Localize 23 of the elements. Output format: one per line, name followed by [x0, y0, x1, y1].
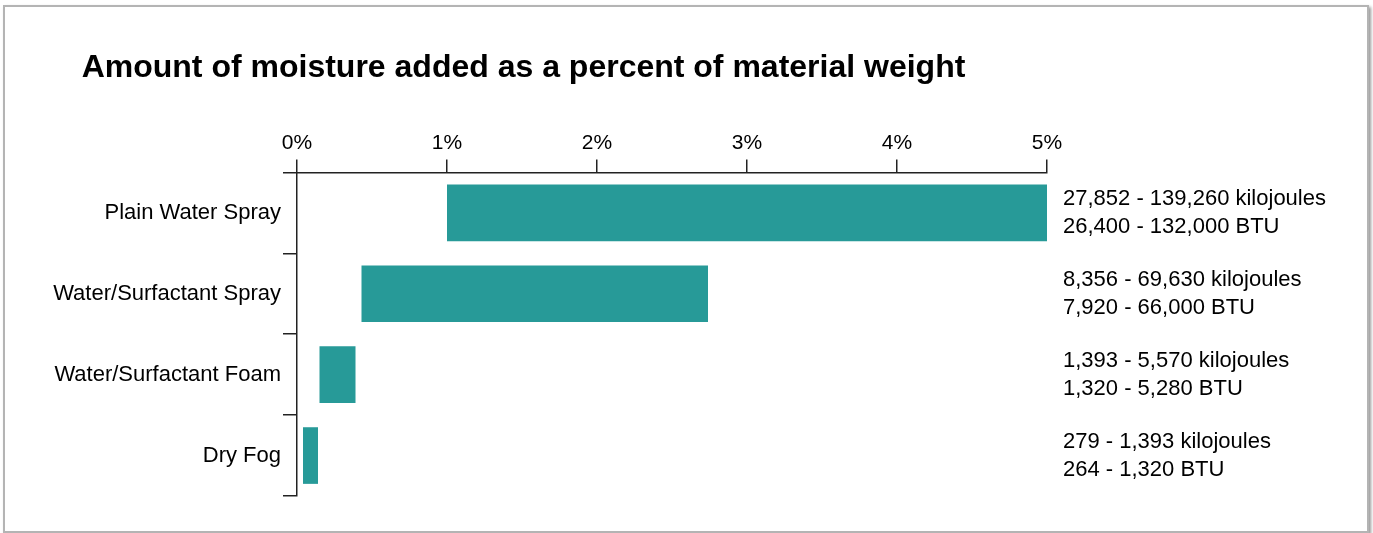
y-tick-label: Dry Fog [202, 441, 281, 467]
bar [303, 427, 318, 484]
y-tick-label: Plain Water Spray [104, 198, 281, 224]
text: 7,920 - 66,000 BTU [1063, 293, 1256, 319]
y-tick-label: Water/Surfactant Foam [54, 360, 281, 386]
text: 1,320 - 5,280 BTU [1063, 374, 1243, 400]
y-tick-label: Water/Surfactant Spray [53, 279, 281, 305]
x-tick-label: 5% [1031, 129, 1063, 153]
chart-title: Amount of moisture added as a percent of material weight [81, 48, 966, 85]
x-tick-label: 4% [881, 129, 913, 153]
bar [319, 346, 356, 403]
text: 26,400 - 132,000 BTU [1063, 212, 1280, 238]
x-tick-label: 1% [431, 129, 463, 153]
x-tick-label: 2% [581, 129, 613, 153]
text: 1,393 - 5,570 kilojoules [1063, 346, 1290, 372]
text: 264 - 1,320 BTU [1063, 455, 1225, 481]
text: 279 - 1,393 kilojoules [1063, 427, 1271, 453]
bar [361, 265, 708, 323]
x-tick-label: 3% [731, 129, 763, 153]
text: 27,852 - 139,260 kilojoules [1063, 184, 1326, 210]
text: 8,356 - 69,630 kilojoules [1063, 265, 1302, 291]
x-tick-label: 0% [281, 129, 313, 153]
bar [447, 184, 1047, 242]
